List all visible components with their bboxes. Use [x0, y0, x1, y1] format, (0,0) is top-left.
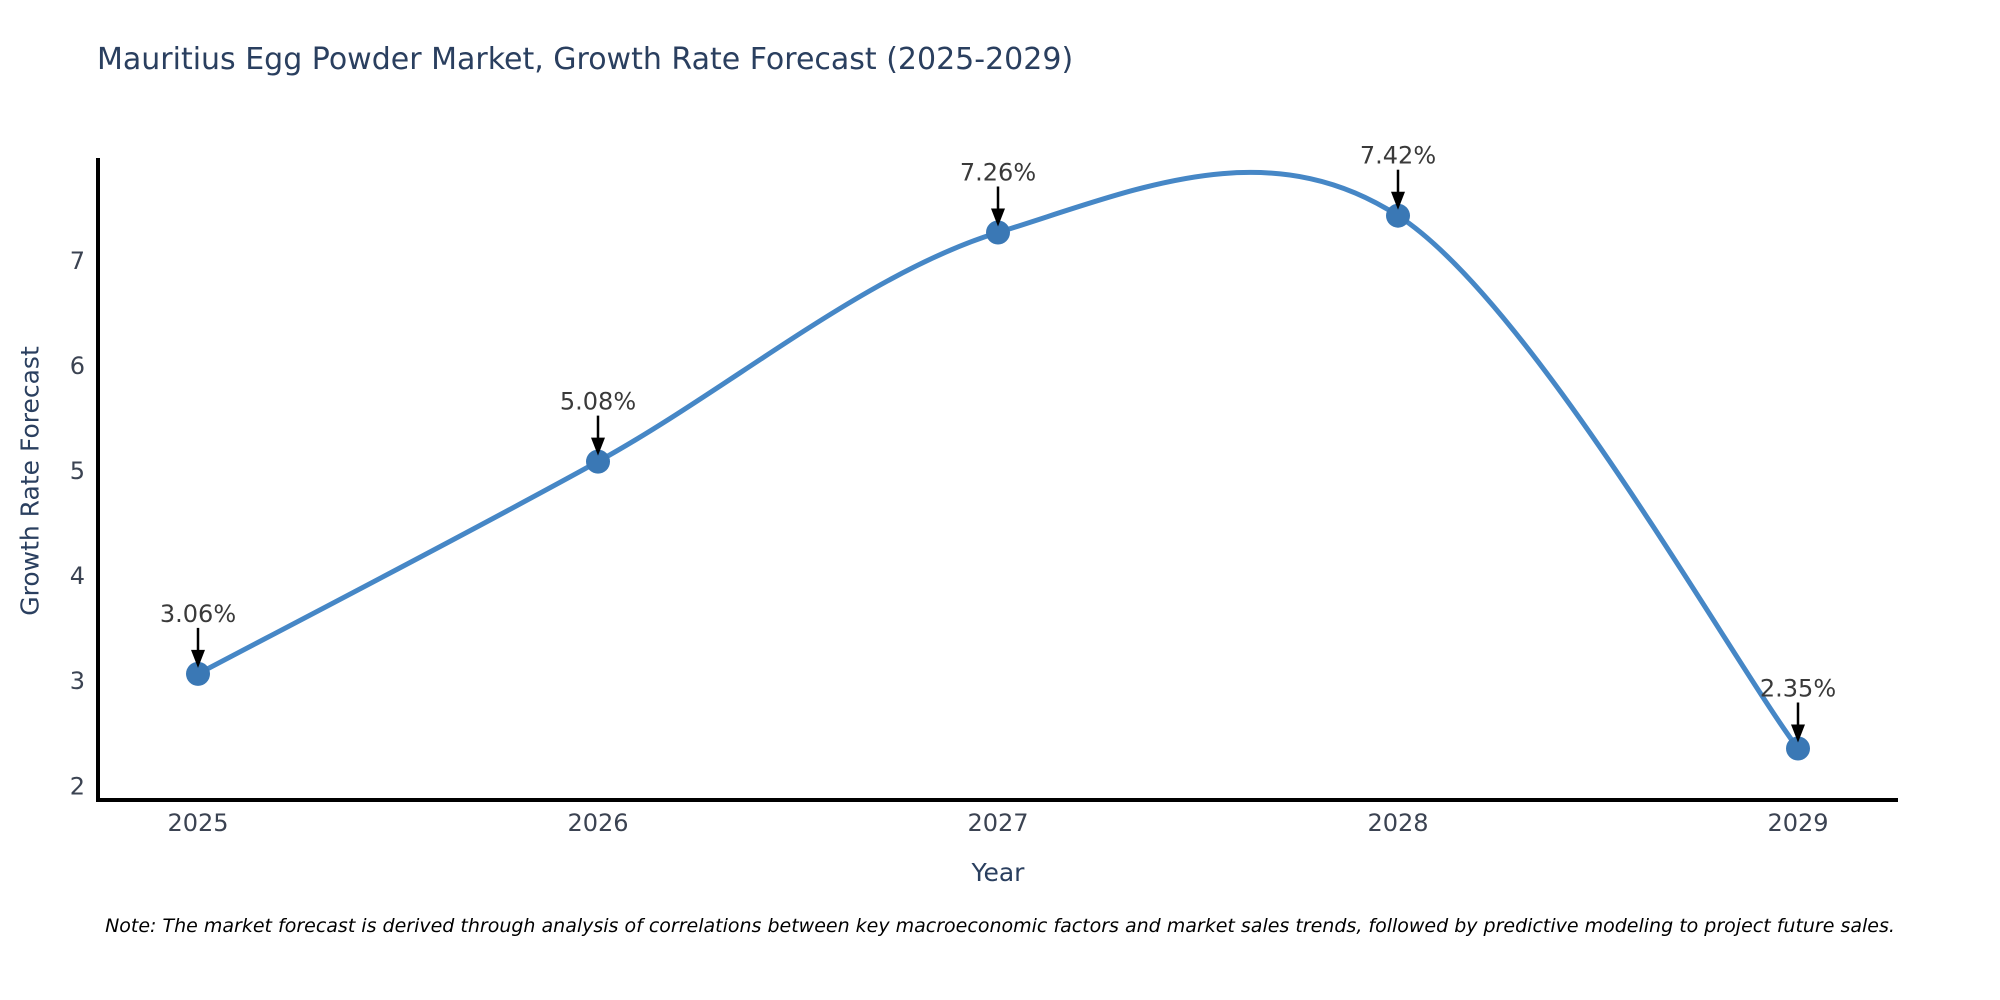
x-axis-title: Year	[971, 858, 1025, 887]
footnote: Note: The market forecast is derived thr…	[105, 915, 1895, 937]
data-point-marker	[186, 661, 210, 686]
data-point-marker	[1386, 203, 1410, 228]
x-tick-label: 2029	[1767, 809, 1828, 837]
data-point-marker	[986, 220, 1010, 245]
point-value-label: 2.35%	[1760, 675, 1836, 703]
data-point-marker	[586, 449, 610, 474]
annotation-arrowhead-icon	[1791, 724, 1805, 743]
x-tick-label: 2026	[567, 809, 628, 837]
forecast-line	[195, 169, 1801, 751]
annotation-arrowhead-icon	[191, 649, 205, 668]
annotation-arrowhead-icon	[991, 208, 1005, 227]
point-value-label: 3.06%	[160, 600, 236, 628]
x-tick-label: 2025	[167, 809, 228, 837]
y-tick-label: 4	[70, 562, 85, 590]
y-tick-label: 2	[70, 772, 85, 800]
data-point-marker	[1786, 736, 1810, 761]
chart-title: Mauritius Egg Powder Market, Growth Rate…	[97, 42, 1074, 77]
y-tick-label: 3	[70, 667, 85, 695]
y-tick-label: 5	[70, 457, 85, 485]
x-tick-label: 2028	[1367, 809, 1428, 837]
y-tick-label: 7	[70, 247, 85, 275]
x-tick-label: 2027	[967, 809, 1028, 837]
annotation-arrowhead-icon	[1391, 191, 1405, 210]
y-tick-label: 6	[70, 352, 85, 380]
point-value-label: 5.08%	[560, 388, 636, 416]
point-value-label: 7.26%	[960, 159, 1036, 187]
point-value-label: 7.42%	[1360, 142, 1436, 170]
annotation-arrowhead-icon	[591, 437, 605, 456]
